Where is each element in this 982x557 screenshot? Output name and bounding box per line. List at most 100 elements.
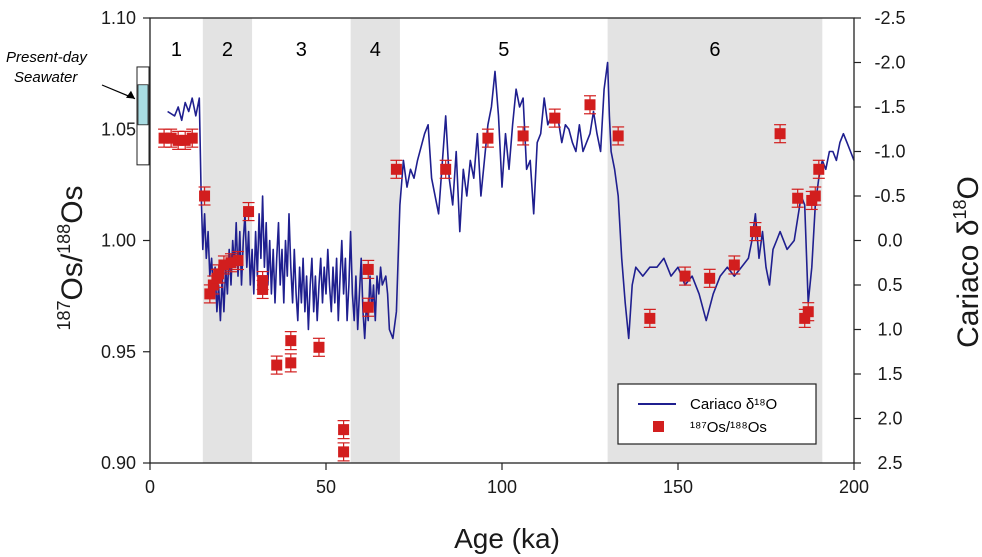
marker-square — [809, 190, 821, 202]
y-right-title-end: O — [952, 176, 982, 199]
marker-square — [285, 357, 297, 369]
marker-square — [313, 341, 325, 353]
marker-square — [271, 359, 283, 371]
os-isotope-point — [284, 353, 297, 373]
plot-frame — [149, 17, 855, 464]
marker-square — [218, 259, 230, 271]
y-right-tick-label: 1.5 — [877, 364, 902, 384]
os-isotope-point — [643, 308, 656, 328]
marker-square — [362, 263, 374, 275]
os-isotope-point — [439, 159, 452, 179]
marker-square — [774, 128, 786, 140]
shaded-interval-4 — [350, 18, 400, 463]
os-isotope-point — [774, 124, 787, 144]
y-right-tick-label: 0.0 — [877, 231, 902, 251]
y-right-tick-label: -2.5 — [874, 8, 905, 28]
marker-square — [679, 270, 691, 282]
x-tick-label: 150 — [663, 477, 693, 497]
seawater-label-line2: Seawater — [14, 69, 78, 86]
marker-square — [179, 134, 191, 146]
legend-marker-label: ¹⁸⁷Os/¹⁸⁸Os — [690, 419, 767, 436]
interval-label-1: 1 — [171, 39, 182, 61]
marker-square — [482, 132, 494, 144]
marker-square — [225, 257, 237, 269]
marker-square — [584, 99, 596, 111]
marker-square — [158, 132, 170, 144]
marker-square — [749, 226, 761, 238]
x-tick-label: 0 — [145, 477, 155, 497]
x-tick-label: 100 — [487, 477, 517, 497]
os-isotope-point — [179, 130, 192, 150]
interval-label-2: 2 — [222, 39, 233, 61]
os-isotope-point — [337, 442, 350, 462]
os-isotope-point — [517, 126, 530, 146]
legend-line-label: Cariaco δ¹⁸O — [690, 396, 777, 413]
os-isotope-point — [390, 159, 403, 179]
marker-square — [338, 424, 350, 436]
marker-square — [285, 335, 297, 347]
y-left-tick-label: 1.05 — [101, 119, 136, 139]
y-right-tick-label: -2.0 — [874, 53, 905, 73]
os-isotope-point — [224, 253, 237, 273]
os-isotope-point — [703, 268, 716, 288]
seawater-arrow-head — [126, 90, 135, 99]
interval-labels: 1 2 3 4 5 6 — [171, 39, 721, 61]
y-left-title-end: Os — [56, 185, 89, 223]
os-isotope-point — [548, 108, 561, 128]
marker-square — [644, 312, 656, 324]
os-isotope-point — [791, 188, 804, 208]
marker-square — [243, 206, 255, 218]
shaded-interval-2 — [202, 18, 253, 463]
interval-label-5: 5 — [498, 39, 509, 61]
y-right-tick-label: -0.5 — [874, 186, 905, 206]
os-isotope-point — [728, 255, 741, 275]
os-isotope-point — [481, 128, 494, 148]
os-isotope-point — [270, 355, 283, 375]
os-isotope-point — [362, 259, 375, 280]
os-isotope-point — [198, 186, 211, 206]
series-line-group — [167, 61, 855, 340]
marker-square — [792, 192, 804, 204]
marker-square — [207, 279, 219, 291]
y-left-tick-label: 1.10 — [101, 8, 136, 28]
marker-square — [802, 306, 814, 318]
marker-square — [799, 312, 811, 324]
os-isotope-point — [232, 250, 244, 271]
marker-square — [232, 255, 244, 267]
y-left-tick-label: 0.90 — [101, 453, 136, 473]
y-left-title-sup1: 187 — [54, 301, 74, 331]
marker-square — [186, 132, 198, 144]
y-left-title-mid: Os/ — [56, 253, 89, 300]
x-axis: 0 50 100 150 200 — [145, 463, 869, 497]
y-right-tick-label: 0.5 — [877, 275, 902, 295]
os-isotope-point — [802, 302, 815, 322]
marker-square — [549, 112, 561, 124]
os-isotope-point — [812, 159, 825, 179]
y-left-tick-label: 0.95 — [101, 342, 136, 362]
y-right-title-main: Cariaco δ — [952, 219, 982, 347]
y-right-tick-label: 1.0 — [877, 320, 902, 340]
cariaco-d18o-line — [167, 61, 855, 340]
y-axis-right: 2.5 2.0 1.5 1.0 0.5 0.0 -0.5 -1.0 -1.5 -2.0 -2.5 — [854, 8, 906, 473]
x-tick-label: 200 — [839, 477, 869, 497]
os-isotope-point — [217, 255, 230, 275]
os-isotope-point — [284, 331, 297, 351]
marker-square — [338, 446, 350, 458]
marker-square — [165, 132, 177, 144]
y-right-tick-label: 2.5 — [877, 453, 902, 473]
interval-label-6: 6 — [709, 39, 720, 61]
y-left-title-sup2: 188 — [54, 224, 74, 254]
os-isotope-point — [165, 128, 178, 148]
marker-square — [257, 283, 269, 295]
os-isotope-point — [749, 222, 762, 242]
y-right-tick-label: -1.5 — [874, 97, 905, 117]
marker-square — [728, 259, 740, 271]
marker-square — [172, 134, 184, 146]
marker-square — [440, 163, 452, 175]
legend-marker-swatch — [653, 421, 664, 432]
seawater-label-line1: Present-day — [6, 49, 88, 66]
interval-label-3: 3 — [296, 39, 307, 61]
marker-square — [813, 163, 825, 175]
y-axis-left-title: 187Os/188Os — [54, 185, 89, 330]
os-isotope-point — [256, 279, 269, 300]
